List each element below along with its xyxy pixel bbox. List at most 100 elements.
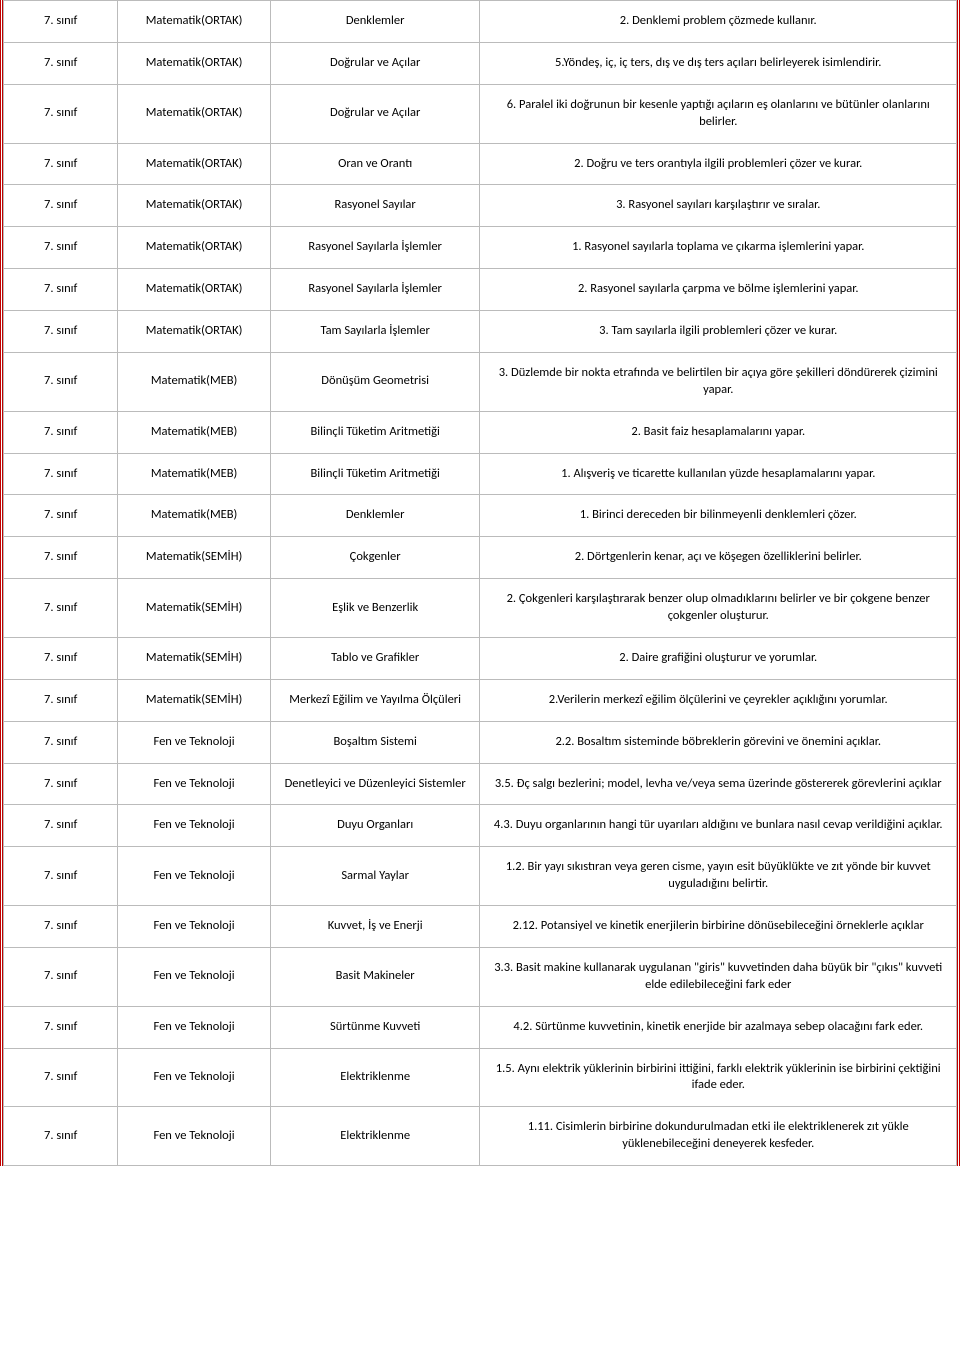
cell-objective: 2. Doğru ve ters orantıyla ilgili proble…: [480, 143, 957, 185]
cell-topic: Boşaltım Sistemi: [270, 721, 480, 763]
cell-objective: 1.11. Cisimlerin birbirine dokundurulmad…: [480, 1107, 957, 1166]
cell-subject: Matematik(SEMİH): [118, 579, 270, 638]
table-row: 7. sınıfMatematik(SEMİH)Çokgenler2. Dört…: [4, 537, 957, 579]
cell-grade: 7. sınıf: [4, 84, 118, 143]
table-row: 7. sınıfFen ve TeknolojiDuyu Organları4.…: [4, 805, 957, 847]
cell-grade: 7. sınıf: [4, 579, 118, 638]
cell-subject: Fen ve Teknoloji: [118, 1048, 270, 1107]
cell-topic: Denetleyici ve Düzenleyici Sistemler: [270, 763, 480, 805]
cell-topic: Denklemler: [270, 1, 480, 43]
cell-subject: Fen ve Teknoloji: [118, 906, 270, 948]
table-row: 7. sınıfMatematik(SEMİH)Merkezî Eğilim v…: [4, 679, 957, 721]
cell-objective: 2.2. Bosaltım sisteminde böbreklerin gör…: [480, 721, 957, 763]
cell-subject: Fen ve Teknoloji: [118, 847, 270, 906]
table-row: 7. sınıfFen ve TeknolojiKuvvet, İş ve En…: [4, 906, 957, 948]
cell-grade: 7. sınıf: [4, 269, 118, 311]
cell-grade: 7. sınıf: [4, 1107, 118, 1166]
cell-topic: Çokgenler: [270, 537, 480, 579]
cell-grade: 7. sınıf: [4, 495, 118, 537]
cell-topic: Sürtünme Kuvveti: [270, 1006, 480, 1048]
cell-grade: 7. sınıf: [4, 947, 118, 1006]
cell-objective: 4.2. Sürtünme kuvvetinin, kinetik enerji…: [480, 1006, 957, 1048]
cell-objective: 1. Birinci dereceden bir bilinmeyenli de…: [480, 495, 957, 537]
cell-topic: Doğrular ve Açılar: [270, 84, 480, 143]
cell-objective: 3. Düzlemde bir nokta etrafında ve belir…: [480, 352, 957, 411]
table-row: 7. sınıfMatematik(MEB)Denklemler1. Birin…: [4, 495, 957, 537]
cell-objective: 3.3. Basit makine kullanarak uygulanan "…: [480, 947, 957, 1006]
cell-subject: Matematik(ORTAK): [118, 42, 270, 84]
table-row: 7. sınıfFen ve TeknolojiElektriklenme1.5…: [4, 1048, 957, 1107]
cell-grade: 7. sınıf: [4, 1048, 118, 1107]
cell-objective: 4.3. Duyu organlarının hangi tür uyarıla…: [480, 805, 957, 847]
cell-grade: 7. sınıf: [4, 352, 118, 411]
cell-topic: Elektriklenme: [270, 1107, 480, 1166]
cell-subject: Matematik(ORTAK): [118, 1, 270, 43]
table-row: 7. sınıfMatematik(ORTAK)Doğrular ve Açıl…: [4, 42, 957, 84]
cell-grade: 7. sınıf: [4, 679, 118, 721]
cell-objective: 1. Rasyonel sayılarla toplama ve çıkarma…: [480, 227, 957, 269]
cell-grade: 7. sınıf: [4, 227, 118, 269]
table-row: 7. sınıfMatematik(ORTAK)Rasyonel Sayılar…: [4, 185, 957, 227]
cell-objective: 6. Paralel iki doğrunun bir kesenle yapt…: [480, 84, 957, 143]
cell-objective: 2. Basit faiz hesaplamalarını yapar.: [480, 411, 957, 453]
cell-grade: 7. sınıf: [4, 721, 118, 763]
cell-objective: 2. Dörtgenlerin kenar, açı ve köşegen öz…: [480, 537, 957, 579]
cell-grade: 7. sınıf: [4, 311, 118, 353]
cell-topic: Rasyonel Sayılarla İşlemler: [270, 227, 480, 269]
cell-subject: Matematik(ORTAK): [118, 143, 270, 185]
table-row: 7. sınıfFen ve TeknolojiBoşaltım Sistemi…: [4, 721, 957, 763]
cell-objective: 3. Rasyonel sayıları karşılaştırır ve sı…: [480, 185, 957, 227]
curriculum-table-container: 7. sınıfMatematik(ORTAK)Denklemler2. Den…: [0, 0, 960, 1166]
cell-topic: Denklemler: [270, 495, 480, 537]
table-row: 7. sınıfFen ve TeknolojiElektriklenme1.1…: [4, 1107, 957, 1166]
cell-subject: Matematik(ORTAK): [118, 311, 270, 353]
table-row: 7. sınıfMatematik(MEB)Dönüşüm Geometrisi…: [4, 352, 957, 411]
cell-grade: 7. sınıf: [4, 143, 118, 185]
table-row: 7. sınıfMatematik(ORTAK)Oran ve Orantı2.…: [4, 143, 957, 185]
cell-grade: 7. sınıf: [4, 185, 118, 227]
table-row: 7. sınıfMatematik(ORTAK)Doğrular ve Açıl…: [4, 84, 957, 143]
cell-grade: 7. sınıf: [4, 805, 118, 847]
cell-subject: Matematik(MEB): [118, 453, 270, 495]
table-row: 7. sınıfMatematik(ORTAK)Rasyonel Sayılar…: [4, 269, 957, 311]
cell-objective: 2.12. Potansiyel ve kinetik enerjilerin …: [480, 906, 957, 948]
cell-topic: Doğrular ve Açılar: [270, 42, 480, 84]
table-row: 7. sınıfMatematik(ORTAK)Tam Sayılarla İş…: [4, 311, 957, 353]
cell-subject: Matematik(SEMİH): [118, 637, 270, 679]
cell-subject: Fen ve Teknoloji: [118, 947, 270, 1006]
table-row: 7. sınıfMatematik(MEB)Bilinçli Tüketim A…: [4, 453, 957, 495]
cell-grade: 7. sınıf: [4, 1006, 118, 1048]
cell-objective: 3.5. Đç salgı bezlerini; model, levha ve…: [480, 763, 957, 805]
cell-topic: Oran ve Orantı: [270, 143, 480, 185]
curriculum-table: 7. sınıfMatematik(ORTAK)Denklemler2. Den…: [3, 0, 957, 1166]
cell-subject: Fen ve Teknoloji: [118, 1107, 270, 1166]
cell-topic: Kuvvet, İş ve Enerji: [270, 906, 480, 948]
table-row: 7. sınıfFen ve TeknolojiBasit Makineler3…: [4, 947, 957, 1006]
cell-objective: 5.Yöndeş, iç, iç ters, dış ve dış ters a…: [480, 42, 957, 84]
table-row: 7. sınıfMatematik(SEMİH)Eşlik ve Benzerl…: [4, 579, 957, 638]
table-row: 7. sınıfMatematik(ORTAK)Denklemler2. Den…: [4, 1, 957, 43]
cell-grade: 7. sınıf: [4, 537, 118, 579]
cell-topic: Tablo ve Grafikler: [270, 637, 480, 679]
cell-grade: 7. sınıf: [4, 906, 118, 948]
cell-subject: Fen ve Teknoloji: [118, 763, 270, 805]
cell-topic: Eşlik ve Benzerlik: [270, 579, 480, 638]
cell-topic: Basit Makineler: [270, 947, 480, 1006]
cell-subject: Matematik(ORTAK): [118, 84, 270, 143]
cell-objective: 2. Daire grafiğini oluşturur ve yorumlar…: [480, 637, 957, 679]
cell-subject: Matematik(ORTAK): [118, 269, 270, 311]
cell-subject: Matematik(MEB): [118, 411, 270, 453]
table-row: 7. sınıfMatematik(ORTAK)Rasyonel Sayılar…: [4, 227, 957, 269]
cell-topic: Rasyonel Sayılar: [270, 185, 480, 227]
cell-grade: 7. sınıf: [4, 453, 118, 495]
cell-subject: Matematik(SEMİH): [118, 537, 270, 579]
cell-topic: Sarmal Yaylar: [270, 847, 480, 906]
cell-topic: Bilinçli Tüketim Aritmetiği: [270, 411, 480, 453]
cell-topic: Bilinçli Tüketim Aritmetiği: [270, 453, 480, 495]
cell-subject: Matematik(SEMİH): [118, 679, 270, 721]
cell-topic: Merkezî Eğilim ve Yayılma Ölçüleri: [270, 679, 480, 721]
table-row: 7. sınıfFen ve TeknolojiSarmal Yaylar1.2…: [4, 847, 957, 906]
cell-subject: Fen ve Teknoloji: [118, 721, 270, 763]
cell-subject: Fen ve Teknoloji: [118, 1006, 270, 1048]
cell-topic: Elektriklenme: [270, 1048, 480, 1107]
